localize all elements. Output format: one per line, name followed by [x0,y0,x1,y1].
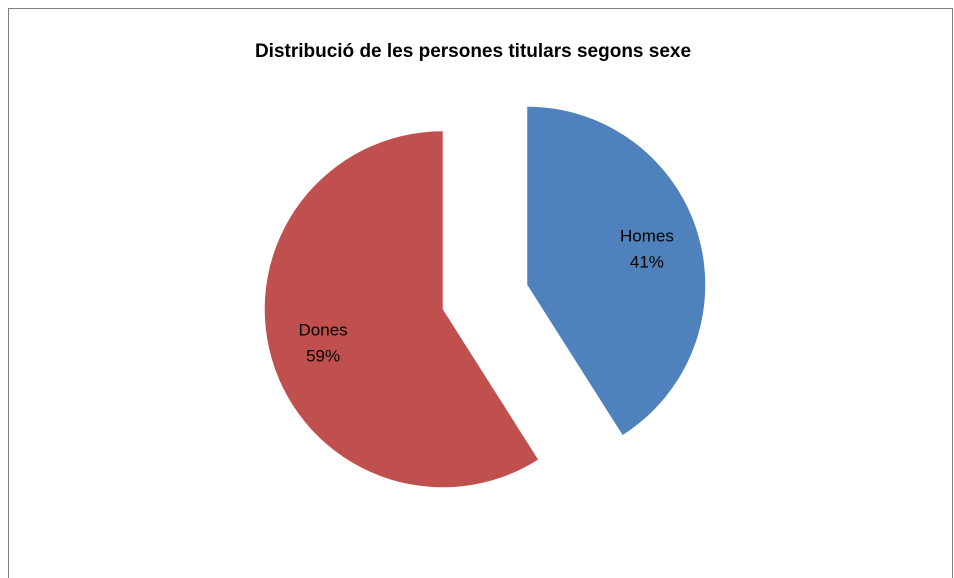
slice-value-label: 59% [306,347,340,366]
pie-slice [527,106,706,436]
slice-category-label: Dones [299,321,348,340]
pie-slice [264,131,539,488]
slice-value-label: 41% [630,252,664,271]
slice-category-label: Homes [620,226,674,245]
chart-border [8,8,953,578]
chart-title: Distribució de les persones titulars seg… [255,41,691,62]
